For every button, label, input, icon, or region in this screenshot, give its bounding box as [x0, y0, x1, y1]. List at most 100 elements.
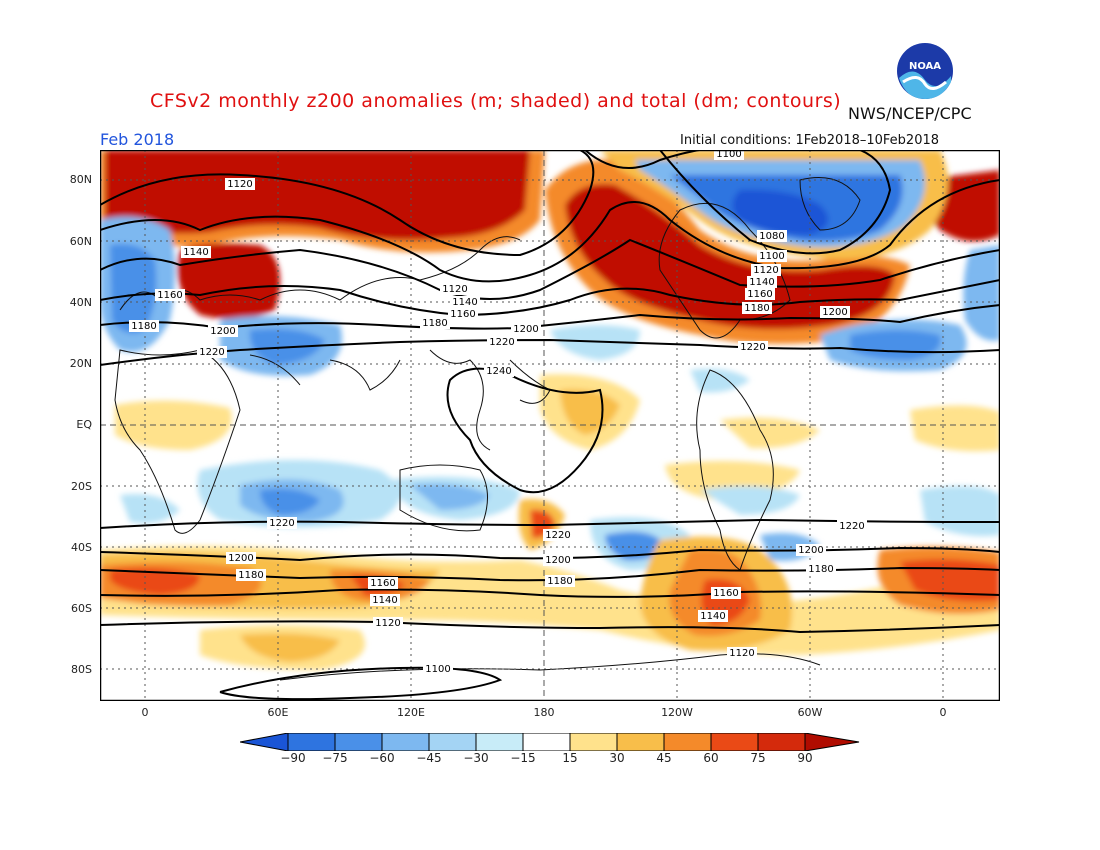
svg-text:1220: 1220 — [839, 521, 864, 532]
colorbar — [240, 733, 860, 751]
svg-text:1140: 1140 — [700, 611, 725, 622]
contour-label: 1220 — [197, 346, 227, 358]
svg-text:1200: 1200 — [545, 555, 570, 566]
svg-text:NOAA: NOAA — [909, 61, 941, 72]
contour-label: 1140 — [698, 610, 728, 622]
colorbar-label: 60 — [703, 751, 719, 765]
colorbar-label: −15 — [510, 751, 536, 765]
agency-label: NWS/NCEP/CPC — [848, 104, 972, 123]
contour-label: 1100 — [757, 250, 787, 262]
colorbar-label: −90 — [280, 751, 306, 765]
lon-label: 120W — [661, 706, 693, 719]
svg-text:1080: 1080 — [759, 231, 784, 242]
lat-label: 40N — [69, 296, 92, 309]
lat-label: 60N — [69, 235, 92, 248]
height-contours — [100, 150, 1000, 701]
contour-label: 1200 — [208, 325, 238, 337]
grid-lines — [100, 150, 1000, 701]
contour-labels: 1100 1120 1140 1160 1180 1200 1220 1120 … — [129, 150, 867, 675]
svg-text:1160: 1160 — [370, 578, 395, 589]
svg-text:1160: 1160 — [157, 290, 182, 301]
colorbar-swatch — [287, 733, 336, 751]
lat-label: 60S — [71, 602, 92, 615]
colorbar-label: −30 — [463, 751, 489, 765]
colorbar-swatch — [334, 733, 383, 751]
lat-label: 80S — [71, 663, 92, 676]
colorbar-swatch — [522, 733, 571, 751]
initial-conditions-label: Initial conditions: 1Feb2018–10Feb2018 — [680, 133, 940, 148]
contour-label: 1180 — [806, 563, 836, 575]
contour-label: 1180 — [129, 320, 159, 332]
svg-text:1100: 1100 — [425, 664, 450, 675]
svg-text:1180: 1180 — [547, 576, 572, 587]
svg-text:1120: 1120 — [227, 179, 252, 190]
colorbar-label: −75 — [322, 751, 348, 765]
contour-label: 1220 — [487, 336, 517, 348]
colorbar-label: 75 — [750, 751, 766, 765]
svg-text:1140: 1140 — [183, 247, 208, 258]
contour-label: 1140 — [450, 296, 480, 308]
lat-label: 20N — [69, 357, 92, 370]
lon-label: 60E — [267, 706, 289, 719]
lon-label: 0 — [141, 706, 149, 719]
svg-text:1140: 1140 — [452, 297, 477, 308]
contour-label: 1100 — [423, 663, 453, 675]
svg-text:1220: 1220 — [489, 337, 514, 348]
contour-label: 1100 — [714, 150, 744, 160]
svg-text:1220: 1220 — [740, 342, 765, 353]
svg-text:1100: 1100 — [759, 251, 784, 262]
month-label: Feb 2018 — [100, 130, 175, 149]
contour-label: 1200 — [511, 323, 541, 335]
contour-label: 1220 — [543, 529, 573, 541]
contour-label: 1200 — [226, 552, 256, 564]
colorbar-swatch — [757, 733, 806, 751]
svg-text:1140: 1140 — [749, 277, 774, 288]
contour-label: 1160 — [155, 289, 185, 301]
colorbar-swatch — [428, 733, 477, 751]
contour-label: 1200 — [796, 544, 826, 556]
contour-label: 1140 — [370, 594, 400, 606]
contour-label: 1180 — [742, 302, 772, 314]
colorbar-label: 30 — [609, 751, 625, 765]
contour-label: 1120 — [751, 264, 781, 276]
contour-label: 1120 — [440, 283, 470, 295]
lat-label: 80N — [69, 173, 92, 186]
contour-label: 1160 — [448, 308, 478, 320]
anomaly-map: 1100 1120 1140 1160 1180 1200 1220 1120 … — [100, 150, 1000, 701]
svg-text:1120: 1120 — [729, 648, 754, 659]
contour-label: 1200 — [543, 554, 573, 566]
contour-label: 1240 — [484, 365, 514, 377]
colorbar-arrow-right — [804, 733, 860, 751]
colorbar-swatch — [710, 733, 759, 751]
lat-label: 40S — [71, 541, 92, 554]
svg-text:1220: 1220 — [545, 530, 570, 541]
svg-text:1180: 1180 — [238, 570, 263, 581]
svg-text:1160: 1160 — [713, 588, 738, 599]
svg-text:1200: 1200 — [798, 545, 823, 556]
colorbar-arrow-left — [240, 733, 289, 751]
svg-text:1100: 1100 — [716, 150, 741, 160]
colorbar-label: 90 — [797, 751, 813, 765]
svg-text:1240: 1240 — [486, 366, 511, 377]
svg-text:1160: 1160 — [450, 309, 475, 320]
map-title: CFSv2 monthly z200 anomalies (m; shaded)… — [150, 90, 842, 112]
svg-text:1160: 1160 — [747, 289, 772, 300]
contour-label: 1160 — [711, 587, 741, 599]
colorbar-swatch — [381, 733, 430, 751]
svg-text:1120: 1120 — [753, 265, 778, 276]
svg-text:1200: 1200 — [210, 326, 235, 337]
contour-label: 1220 — [267, 517, 297, 529]
svg-text:1120: 1120 — [442, 284, 467, 295]
svg-text:1180: 1180 — [744, 303, 769, 314]
contour-label: 1200 — [820, 306, 850, 318]
colorbar-label: −45 — [416, 751, 442, 765]
svg-text:1140: 1140 — [372, 595, 397, 606]
lon-label: 180 — [533, 706, 555, 719]
lat-label: 20S — [71, 480, 92, 493]
colorbar-label: 45 — [656, 751, 672, 765]
contour-label: 1180 — [545, 575, 575, 587]
lon-label: 120E — [397, 706, 425, 719]
contour-label: 1140 — [747, 276, 777, 288]
svg-text:1200: 1200 — [228, 553, 253, 564]
lat-label: EQ — [76, 418, 92, 431]
